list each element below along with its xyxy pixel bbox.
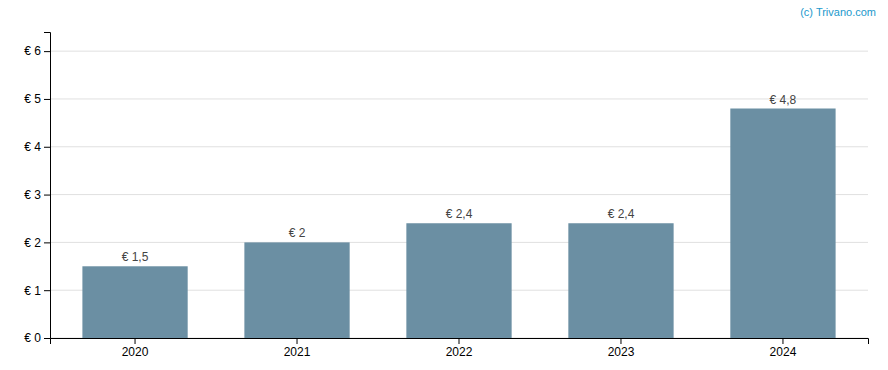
bar (244, 242, 349, 338)
x-tick-label: 2023 (608, 345, 635, 359)
x-axis-line (51, 339, 869, 345)
y-tick-mark (44, 99, 50, 100)
x-tick-label: 2020 (122, 345, 149, 359)
y-tick-mark (44, 242, 50, 243)
data-label: € 2,4 (446, 207, 473, 221)
x-tick: 2020 (122, 338, 149, 359)
data-label: € 1,5 (122, 250, 149, 264)
y-axis: € 0 € 1 € 2 € 3 € 4 € 5 € 6 (24, 33, 50, 346)
x-tick: 2021 (284, 338, 311, 359)
y-tick-mark (44, 338, 50, 339)
bar (82, 266, 187, 338)
bar (730, 109, 835, 339)
grid-line (50, 51, 868, 52)
y-tick: € 5 (24, 92, 50, 106)
y-tick-label: € 2 (24, 236, 41, 250)
y-tick: € 0 (24, 331, 50, 345)
grid (50, 51, 868, 338)
bars (82, 109, 835, 339)
data-label: € 2 (289, 226, 306, 240)
y-tick-label: € 5 (24, 92, 41, 106)
y-tick: € 1 (24, 284, 50, 298)
y-tick-mark (44, 290, 50, 291)
y-tick: € 4 (24, 140, 50, 154)
x-tick-mark (459, 338, 460, 344)
x-axis: 2020 2021 2022 2023 2024 (51, 338, 869, 359)
y-tick-label: € 6 (24, 44, 41, 58)
y-tick-label: € 1 (24, 284, 41, 298)
x-tick: 2023 (608, 338, 635, 359)
x-tick: 2024 (770, 338, 797, 359)
x-tick-label: 2024 (770, 345, 797, 359)
y-tick-label: € 3 (24, 188, 41, 202)
y-tick-label: € 4 (24, 140, 41, 154)
x-tick-mark (782, 338, 783, 344)
bar (568, 223, 673, 338)
y-tick: € 6 (24, 44, 50, 58)
y-tick-label: € 0 (24, 331, 41, 345)
x-tick: 2022 (446, 338, 473, 359)
chart: 20202021202220232024€ 0€ 1€ 2€ 3€ 4€ 5€ … (0, 0, 888, 370)
watermark: (c) Trivano.com (800, 6, 876, 18)
bar (406, 223, 511, 338)
data-label: € 2,4 (608, 207, 635, 221)
data-labels: € 1,5 € 2 € 2,4 € 2,4 € 4,8 (122, 93, 797, 265)
y-tick-mark (44, 147, 50, 148)
plot: 20202021202220232024€ 0€ 1€ 2€ 3€ 4€ 5€ … (24, 33, 868, 359)
data-label: € 4,8 (770, 93, 797, 107)
y-tick-mark (44, 195, 50, 196)
x-tick-mark (297, 338, 298, 344)
y-tick: € 3 (24, 188, 50, 202)
x-tick-label: 2022 (446, 345, 473, 359)
grid-line (50, 98, 868, 99)
x-tick-mark (135, 338, 136, 344)
y-axis-line (44, 33, 51, 339)
x-tick-label: 2021 (284, 345, 311, 359)
x-tick-mark (620, 338, 621, 344)
y-tick: € 2 (24, 236, 50, 250)
y-tick-mark (44, 51, 50, 52)
